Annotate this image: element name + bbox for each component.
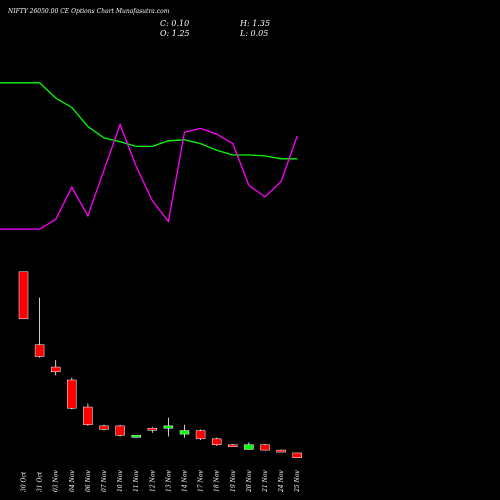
candle-body bbox=[83, 406, 93, 425]
chart-title: NIFTY 26050.00 CE Options Chart Munafasu… bbox=[8, 8, 170, 15]
ohlc-low-value: L: 0.05 bbox=[240, 29, 269, 38]
x-tick-label: 03 Nov bbox=[53, 470, 60, 492]
indicator-line-2 bbox=[0, 122, 298, 230]
x-tick-label: 13 Nov bbox=[165, 470, 172, 492]
x-tick-label: 12 Nov bbox=[149, 470, 156, 492]
ohlc-high-value: H: 1.35 bbox=[240, 19, 271, 28]
candle-body bbox=[147, 427, 158, 431]
x-tick-label: 11 Nov bbox=[133, 470, 140, 492]
x-tick-label: 07 Nov bbox=[101, 470, 108, 492]
x-tick-label: 14 Nov bbox=[182, 470, 189, 492]
candle-body bbox=[131, 435, 141, 438]
candle-body bbox=[244, 444, 254, 450]
x-tick-label: 04 Nov bbox=[69, 470, 76, 492]
candle-body bbox=[18, 271, 29, 320]
candle-body bbox=[260, 444, 270, 451]
x-tick-label: 18 Nov bbox=[214, 470, 221, 492]
x-tick-label: 17 Nov bbox=[198, 470, 205, 492]
x-tick-label: 19 Nov bbox=[230, 470, 237, 492]
candle-body bbox=[50, 366, 61, 373]
x-tick-label: 21 Nov bbox=[262, 470, 269, 493]
candle-body bbox=[67, 379, 77, 409]
ohlc-close-value: C: 0.10 bbox=[160, 19, 190, 28]
candle-body bbox=[179, 430, 190, 435]
candle-body bbox=[228, 444, 238, 447]
candle-body bbox=[34, 344, 45, 357]
ohlc-open-value: O: 1.25 bbox=[160, 29, 190, 38]
candle-body bbox=[99, 425, 109, 430]
x-tick-label: 31 Oct bbox=[37, 471, 44, 492]
x-tick-label: 25 Nov bbox=[294, 470, 301, 493]
x-tick-label: 30 Oct bbox=[21, 471, 28, 492]
candle-body bbox=[211, 438, 222, 445]
x-tick-label: 06 Nov bbox=[85, 470, 92, 492]
candle-body bbox=[276, 449, 286, 453]
candle-body bbox=[195, 430, 206, 440]
indicator-line-1 bbox=[0, 82, 298, 160]
x-tick-label: 24 Nov bbox=[278, 470, 285, 493]
candle-body bbox=[292, 452, 302, 458]
x-tick-label: 20 Nov bbox=[246, 470, 253, 493]
candle-body bbox=[163, 425, 174, 429]
candle-body bbox=[115, 425, 125, 436]
x-tick-label: 10 Nov bbox=[117, 470, 124, 492]
